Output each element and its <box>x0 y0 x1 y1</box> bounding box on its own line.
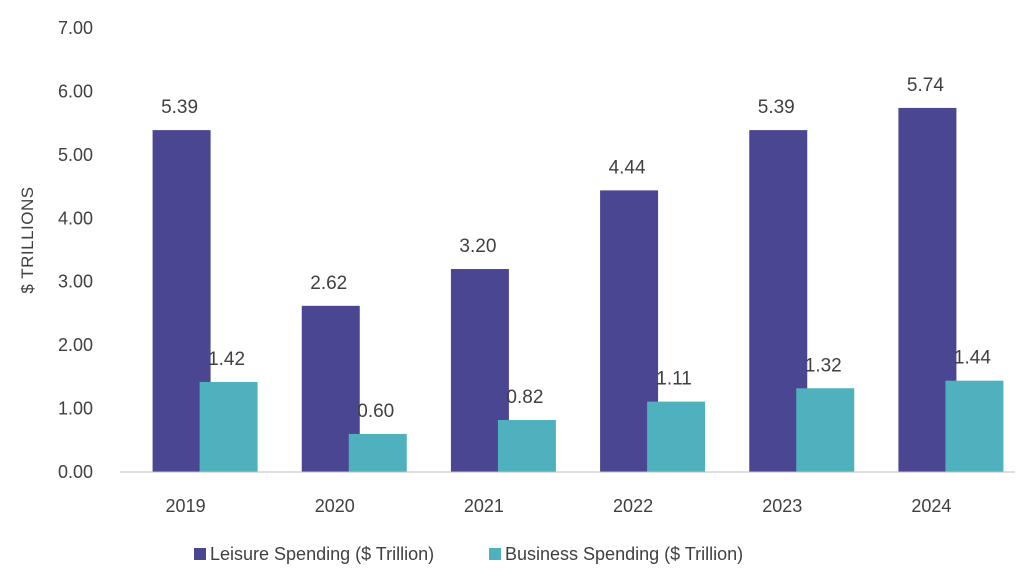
bar-group: 5.39 1.42 2.62 0.60 3.20 0.82 4.44 1.11 5.39 1.32… <box>152 75 1004 473</box>
y-tick-label: 3.00 <box>58 272 93 292</box>
x-tick-label: 2019 <box>166 496 206 516</box>
data-label-business-2021: 0.82 <box>506 387 543 408</box>
legend-swatch <box>489 548 501 560</box>
y-tick-label: 6.00 <box>58 81 93 101</box>
data-label-leisure-2020: 2.62 <box>310 273 347 294</box>
x-tick-label: 2023 <box>762 496 802 516</box>
data-label-business-2019: 1.42 <box>208 349 245 370</box>
x-tick-label: 2022 <box>613 496 653 516</box>
legend-label: Business Spending ($ Trillion) <box>505 544 743 564</box>
y-axis-ticks: 0.00 1.00 2.00 3.00 4.00 5.00 6.00 7.00 <box>58 18 93 482</box>
bar-business-2021 <box>497 419 556 472</box>
data-label-business-2022: 1.11 <box>656 369 692 390</box>
bar-business-2024 <box>945 380 1004 472</box>
y-axis-title: $ TRILLIONS <box>18 186 37 293</box>
bar-business-2019 <box>199 381 258 472</box>
data-label-leisure-2023: 5.39 <box>758 97 795 118</box>
legend-label: Leisure Spending ($ Trillion) <box>210 544 434 564</box>
data-label-leisure-2024: 5.74 <box>907 75 944 96</box>
x-tick-label: 2021 <box>464 496 504 516</box>
y-tick-label: 4.00 <box>58 208 93 228</box>
y-tick-label: 0.00 <box>58 462 93 482</box>
x-tick-label: 2024 <box>911 496 951 516</box>
data-label-leisure-2021: 3.20 <box>459 236 496 257</box>
x-tick-label: 2020 <box>315 496 355 516</box>
data-label-leisure-2022: 4.44 <box>609 157 646 178</box>
bar-business-2023 <box>796 388 855 472</box>
data-label-business-2024: 1.44 <box>954 348 991 369</box>
y-tick-label: 7.00 <box>58 18 93 38</box>
x-axis-ticks: 2019 2020 2021 2022 2023 2024 <box>166 496 952 516</box>
y-tick-label: 2.00 <box>58 335 93 355</box>
data-label-business-2020: 0.60 <box>357 401 394 422</box>
y-tick-label: 5.00 <box>58 145 93 165</box>
y-tick-label: 1.00 <box>58 399 93 419</box>
legend-swatch <box>194 548 206 560</box>
data-label-business-2023: 1.32 <box>805 355 842 376</box>
legend: Leisure Spending ($ Trillion) Business Sp… <box>194 544 743 564</box>
bar-business-2020 <box>348 433 407 472</box>
bar-business-2022 <box>647 401 706 472</box>
data-label-leisure-2019: 5.39 <box>161 97 198 118</box>
